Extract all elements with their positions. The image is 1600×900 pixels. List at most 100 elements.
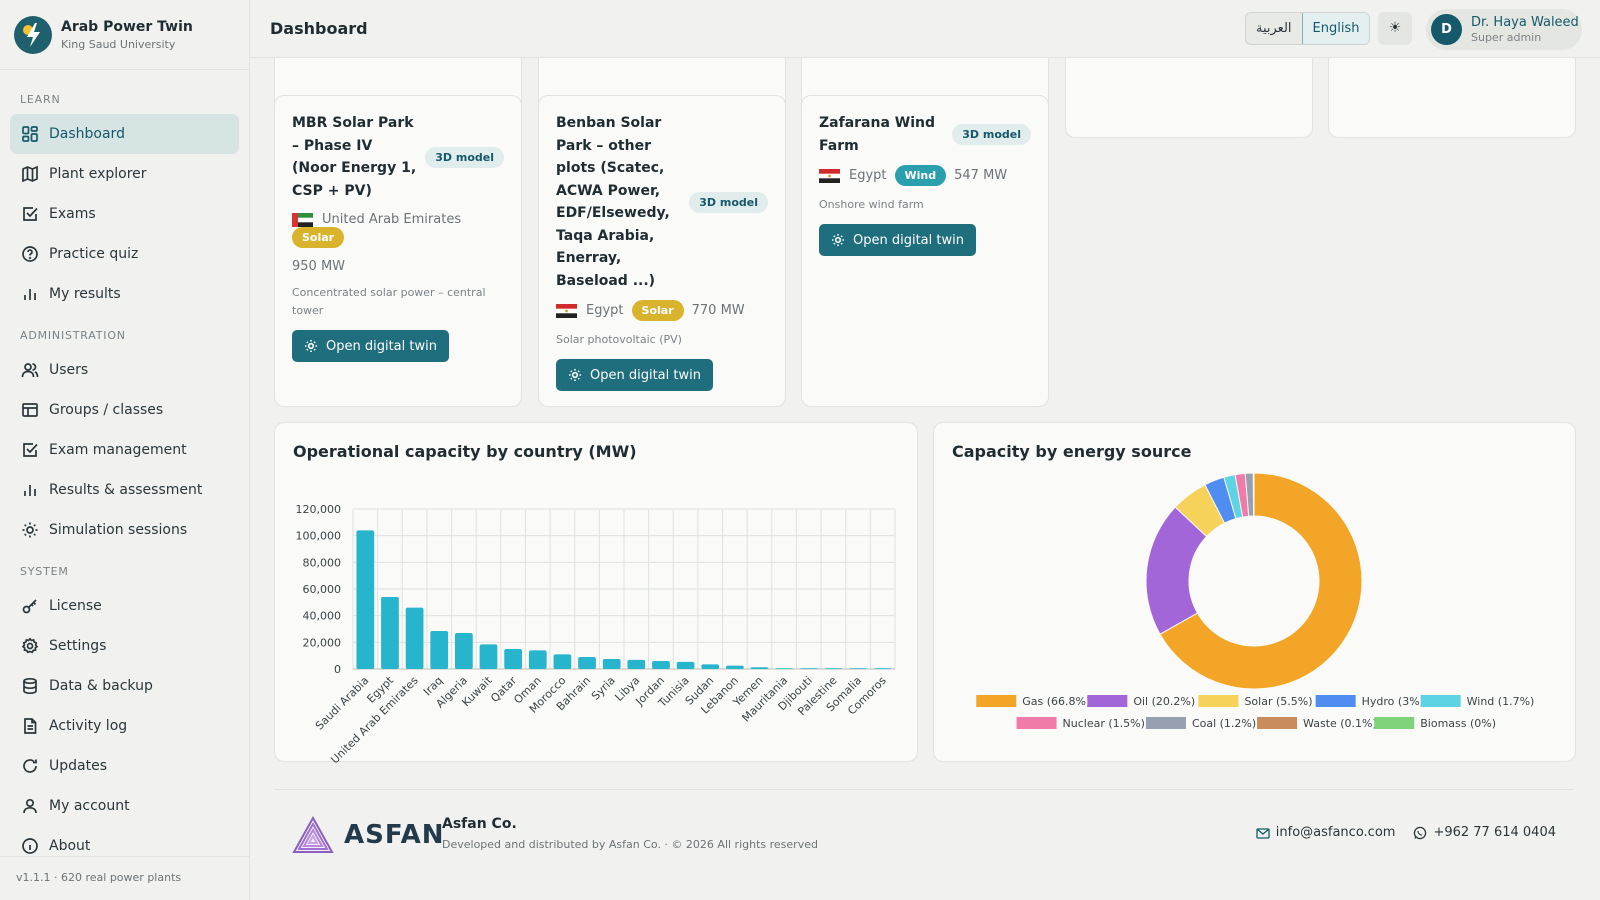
legend-swatch <box>1016 717 1057 729</box>
bar-syria[interactable] <box>602 659 621 669</box>
bar-oman[interactable] <box>528 650 547 669</box>
y-tick-label: 40,000 <box>303 610 342 623</box>
nav-section-administration: ADMINISTRATION <box>20 329 126 342</box>
bar-egypt[interactable] <box>381 597 399 669</box>
bar-iraq[interactable] <box>430 631 449 669</box>
bar-chart-icon <box>21 481 39 499</box>
sidebar-item-my-account[interactable]: My account <box>10 786 239 826</box>
sidebar-item-label: Plant explorer <box>49 166 147 182</box>
legend-swatch <box>1374 717 1415 729</box>
legend-label: Wind (1.7%) <box>1467 695 1535 708</box>
legend-label: Hydro (3%) <box>1362 695 1424 708</box>
bar-morocco[interactable] <box>553 654 572 669</box>
top-header: Dashboard العربية English ☀ D Dr. Haya W… <box>250 0 1600 58</box>
sidebar-item-exams[interactable]: Exams <box>10 194 239 234</box>
brand-logo-icon <box>14 15 52 54</box>
legend-swatch <box>1315 695 1356 707</box>
bar-palestine[interactable] <box>824 668 843 669</box>
company-name: Asfan Co. <box>442 816 517 832</box>
legend-label: Nuclear (1.5%) <box>1063 717 1145 730</box>
page-footer: ASFAN Asfan Co. Developed and distribute… <box>274 789 1574 900</box>
bar-saudi-arabia[interactable] <box>356 530 375 669</box>
sidebar-item-label: Groups / classes <box>49 402 164 418</box>
sidebar-item-users[interactable]: Users <box>10 350 239 390</box>
plant-name: Benban Solar Park – other plots (Scatec,… <box>556 115 670 289</box>
sidebar-item-data-backup[interactable]: Data & backup <box>10 666 239 706</box>
plant-country: Egypt <box>849 168 887 183</box>
sidebar-item-plant-explorer[interactable]: Plant explorer <box>10 154 239 194</box>
sidebar-item-groups[interactable]: Groups / classes <box>10 390 239 430</box>
sidebar-item-my-results[interactable]: My results <box>10 274 239 314</box>
main-content: MBR Solar Park – Phase IV (Noor Energy 1… <box>250 58 1600 900</box>
lang-english-button[interactable]: English <box>1301 13 1370 44</box>
nav-section-learn: LEARN <box>20 93 61 106</box>
donut-slice-waste[interactable] <box>1252 473 1255 517</box>
open-digital-twin-button[interactable]: Open digital twin <box>556 359 713 391</box>
bar-mauritania[interactable] <box>775 668 794 669</box>
legend-label: Coal (1.2%) <box>1192 717 1256 730</box>
bar-united-arab-emirates[interactable] <box>405 607 424 669</box>
plant-name: Zafarana Wind Farm <box>819 115 936 154</box>
sidebar-item-settings[interactable]: Settings <box>10 626 239 666</box>
open-digital-twin-button[interactable]: Open digital twin <box>292 330 449 362</box>
bar-qatar[interactable] <box>504 649 523 669</box>
egypt-flag-icon <box>819 168 840 183</box>
egypt-flag-icon <box>556 303 577 318</box>
legend-label: Biomass (0%) <box>1420 717 1496 730</box>
bar-djibouti[interactable] <box>799 668 818 669</box>
bar-tunisia[interactable] <box>676 661 695 669</box>
plant-capacity: 547 MW <box>954 168 1008 183</box>
user-role: Super admin <box>1471 31 1542 44</box>
bar-lebanon[interactable] <box>725 665 744 669</box>
footer-company-block: Asfan Co. Developed and distributed by A… <box>442 816 818 851</box>
bar-bahrain[interactable] <box>578 657 596 669</box>
legend-label: Oil (20.2%) <box>1133 695 1195 708</box>
legend-label: Waste (0.1%) <box>1303 717 1377 730</box>
legend-swatch <box>1420 695 1461 707</box>
bar-libya[interactable] <box>627 659 646 669</box>
refresh-icon <box>21 757 39 775</box>
sidebar-item-label: My account <box>49 798 130 814</box>
plant-capacity: 770 MW <box>691 303 745 318</box>
donut-slice-gas[interactable] <box>1159 473 1363 690</box>
sidebar-item-about[interactable]: About <box>10 826 239 866</box>
bar-sudan[interactable] <box>701 664 720 669</box>
bar-comoros[interactable] <box>873 668 892 669</box>
asfan-logo[interactable]: ASFAN <box>292 816 445 854</box>
brand[interactable]: Arab Power Twin King Saud University <box>0 0 249 70</box>
bar-algeria[interactable] <box>454 633 473 669</box>
bar-yemen[interactable] <box>750 667 769 669</box>
user-menu[interactable]: D Dr. Haya Waleed Super admin <box>1426 9 1582 50</box>
gear-icon <box>21 637 39 655</box>
open-digital-twin-button[interactable]: Open digital twin <box>819 224 976 256</box>
plant-description: Concentrated solar power – central tower <box>292 286 486 317</box>
database-icon <box>21 677 39 695</box>
sidebar-item-dashboard[interactable]: Dashboard <box>10 114 239 154</box>
bar-jordan[interactable] <box>652 661 670 669</box>
sidebar-item-license[interactable]: License <box>10 586 239 626</box>
sidebar-item-label: About <box>49 838 91 854</box>
sidebar-item-activity-log[interactable]: Activity log <box>10 706 239 746</box>
sun-icon <box>569 369 581 381</box>
energy-source-donut-chart: Gas (66.8%) Oil (20.2%) Solar (5.5%) Hydro … <box>976 473 1535 730</box>
chart-title: Operational capacity by country (MW) <box>293 442 637 461</box>
bar-somalia[interactable] <box>849 668 867 669</box>
map-icon <box>21 165 39 183</box>
lang-arabic-button[interactable]: العربية <box>1246 13 1302 44</box>
contact-phone[interactable]: +962 77 614 0404 <box>1433 825 1556 840</box>
sidebar-item-practice-quiz[interactable]: Practice quiz <box>10 234 239 274</box>
y-tick-label: 80,000 <box>303 556 342 569</box>
sidebar-item-results-assessment[interactable]: Results & assessment <box>10 470 239 510</box>
sidebar-item-simulation-sessions[interactable]: Simulation sessions <box>10 510 239 550</box>
sidebar-item-label: Dashboard <box>49 126 125 142</box>
sidebar-item-updates[interactable]: Updates <box>10 746 239 786</box>
contact-email[interactable]: info@asfanco.com <box>1275 825 1396 840</box>
bar-kuwait[interactable] <box>479 644 498 669</box>
avatar: D <box>1431 14 1462 45</box>
nav-section-system: SYSTEM <box>20 565 69 578</box>
sidebar-item-exam-management[interactable]: Exam management <box>10 430 239 470</box>
page-title: Dashboard <box>270 19 368 38</box>
country-capacity-chart-card: Operational capacity by country (MW) 0 20… <box>274 422 918 763</box>
theme-toggle-button[interactable]: ☀ <box>1378 12 1412 45</box>
plant-description: Onshore wind farm <box>819 198 924 211</box>
